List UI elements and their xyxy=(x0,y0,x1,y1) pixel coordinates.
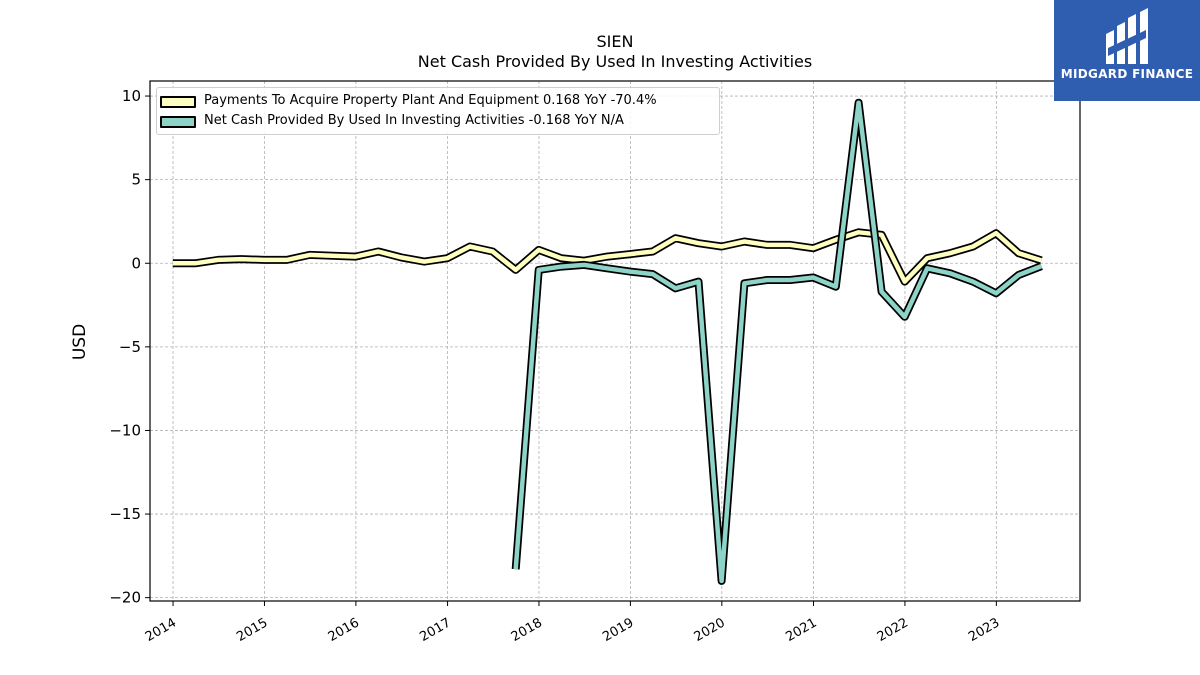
y-tick-label: −20 xyxy=(109,589,141,607)
legend-swatch-investing xyxy=(160,116,196,128)
brand-logo: MIDGARD FINANCE xyxy=(1054,0,1200,101)
y-tick-label: 10 xyxy=(122,87,141,105)
x-tick-label: 2016 xyxy=(326,615,362,645)
series-line-0 xyxy=(172,230,1043,284)
chart-title: SIEN xyxy=(596,32,634,51)
midgard-logo-icon xyxy=(1106,8,1148,64)
x-tick-label: 2014 xyxy=(143,615,179,645)
x-tick-label: 2020 xyxy=(692,615,728,645)
chart-subtitle: Net Cash Provided By Used In Investing A… xyxy=(417,52,813,71)
series-outline-1 xyxy=(511,98,1043,585)
grid-lines xyxy=(150,81,1080,601)
x-tick-label: 2021 xyxy=(783,615,819,645)
legend-label-investing: Net Cash Provided By Used In Investing A… xyxy=(204,113,624,128)
x-tick-label: 2022 xyxy=(875,615,911,645)
y-tick-label: −5 xyxy=(119,338,141,356)
series-lines xyxy=(172,98,1043,585)
x-tick-label: 2019 xyxy=(600,615,636,645)
legend: Payments To Acquire Property Plant And E… xyxy=(156,87,720,135)
x-tick-label: 2015 xyxy=(234,615,270,645)
x-tick-label: 2017 xyxy=(417,615,453,645)
y-tick-label: 5 xyxy=(131,171,141,189)
brand-name: MIDGARD FINANCE xyxy=(1060,67,1194,81)
plot-frame xyxy=(149,80,1081,602)
series-line-1 xyxy=(513,100,1043,584)
x-tick-label: 2018 xyxy=(509,615,545,645)
legend-swatch-capex xyxy=(160,96,196,108)
y-tick-label: −15 xyxy=(109,505,141,523)
y-tick-label: −10 xyxy=(109,421,141,439)
legend-label-capex: Payments To Acquire Property Plant And E… xyxy=(204,93,657,108)
y-axis-label: USD xyxy=(70,323,90,361)
x-tick-label: 2023 xyxy=(966,615,1002,645)
y-tick-label: 0 xyxy=(131,254,141,272)
